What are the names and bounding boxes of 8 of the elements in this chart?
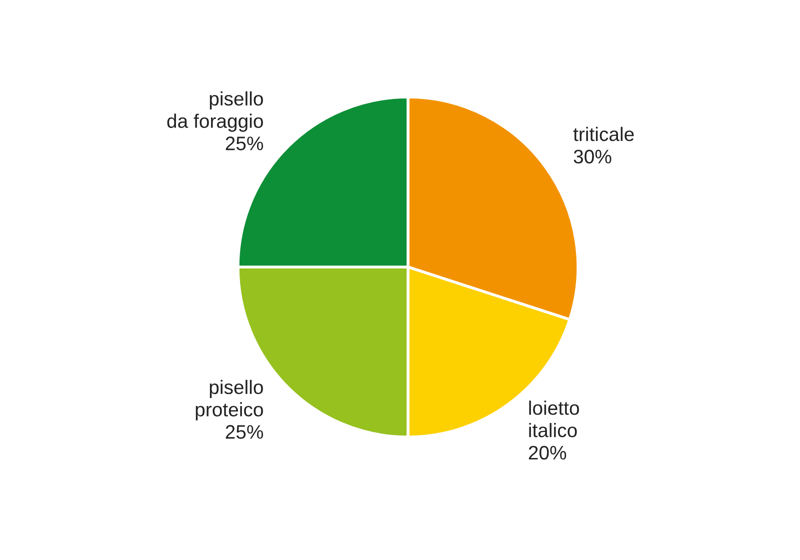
data-label: 25% xyxy=(226,136,264,150)
slice-label: loietto italico xyxy=(529,400,579,438)
slice-label: triticale xyxy=(573,126,634,142)
slice-label: pisello proteico xyxy=(196,380,263,420)
data-label: 25% xyxy=(226,425,264,439)
data-label: 20% xyxy=(528,446,566,460)
slice-label: pisello da foraggio xyxy=(167,91,263,132)
data-label: 30% xyxy=(574,150,612,164)
